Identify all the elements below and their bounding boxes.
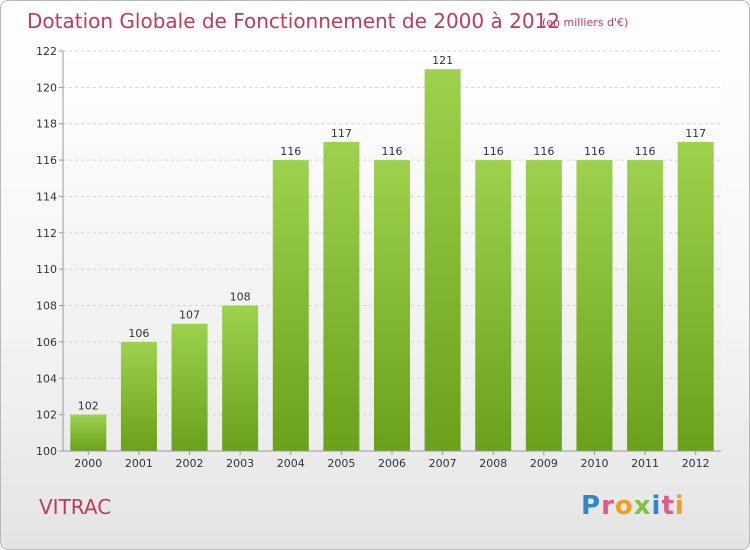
- y-tick-label: 108: [36, 300, 57, 313]
- x-tick-label: 2001: [125, 457, 153, 470]
- bar-value-label: 117: [331, 127, 352, 140]
- y-tick-label: 114: [36, 190, 57, 203]
- bar[interactable]: [525, 160, 562, 451]
- y-tick-label: 118: [36, 118, 57, 131]
- y-tick-label: 120: [36, 81, 57, 94]
- logo-letter: t: [661, 491, 675, 521]
- x-tick-label: 2003: [226, 457, 254, 470]
- bar[interactable]: [627, 160, 664, 451]
- x-tick-label: 2009: [530, 457, 558, 470]
- bar-value-label: 116: [584, 145, 605, 158]
- y-tick-label: 104: [36, 372, 57, 385]
- bar-value-label: 117: [685, 127, 706, 140]
- commune-name: VITRAC: [39, 495, 112, 519]
- bar[interactable]: [475, 160, 512, 451]
- bar[interactable]: [120, 341, 157, 451]
- logo-letter: x: [633, 491, 652, 521]
- x-tick-label: 2012: [682, 457, 710, 470]
- bar[interactable]: [323, 141, 360, 451]
- x-tick-label: 2004: [277, 457, 305, 470]
- bar[interactable]: [272, 160, 309, 451]
- bar-value-label: 108: [230, 291, 251, 304]
- bars: 102 106 107 108 116 117 116 121 116 116 116 116 117: [70, 54, 714, 451]
- y-tick-label: 116: [36, 154, 57, 167]
- x-tick-label: 2002: [176, 457, 204, 470]
- x-tick-label: 2005: [327, 457, 355, 470]
- bar[interactable]: [70, 414, 107, 451]
- bar-value-label: 116: [533, 145, 554, 158]
- y-tick-label: 102: [36, 409, 57, 422]
- chart-unit: (en milliers d'€): [542, 16, 629, 29]
- bar[interactable]: [424, 69, 461, 451]
- x-tick-label: 2010: [580, 457, 608, 470]
- logo-letter: i: [651, 491, 662, 521]
- x-tick-label: 2011: [631, 457, 659, 470]
- bar-value-label: 116: [382, 145, 403, 158]
- bar-value-label: 116: [635, 145, 656, 158]
- bar[interactable]: [374, 160, 410, 451]
- bar[interactable]: [222, 305, 259, 451]
- bar[interactable]: [171, 323, 208, 451]
- logo-letter: P: [581, 491, 602, 521]
- logo-letter: i: [674, 491, 685, 521]
- bar-value-label: 121: [432, 54, 453, 67]
- x-tick-label: 2000: [74, 457, 102, 470]
- logo-letter: r: [601, 491, 615, 521]
- x-tick-label: 2007: [429, 457, 457, 470]
- y-tick-label: 122: [36, 45, 57, 58]
- y-tick-label: 112: [36, 227, 57, 240]
- x-tick-label: 2008: [479, 457, 507, 470]
- axes: 100 102 104 106 108 110 112 114 116 118 120 122 2000…: [36, 45, 721, 470]
- logo-letter: o: [614, 491, 634, 521]
- y-tick-label: 110: [36, 263, 57, 276]
- bar[interactable]: [677, 141, 714, 451]
- bar-value-label: 116: [483, 145, 504, 158]
- bar-value-label: 106: [128, 327, 149, 340]
- bar-value-label: 107: [179, 309, 200, 322]
- y-tick-label: 106: [36, 336, 57, 349]
- x-tick-label: 2006: [378, 457, 406, 470]
- y-tick-label: 100: [36, 445, 57, 458]
- bar[interactable]: [576, 160, 613, 451]
- bar-value-label: 102: [78, 400, 99, 413]
- proxiti-logo[interactable]: Proxiti: [581, 491, 685, 521]
- bar-value-label: 116: [280, 145, 301, 158]
- chart-title: Dotation Globale de Fonctionnement de 20…: [27, 9, 560, 33]
